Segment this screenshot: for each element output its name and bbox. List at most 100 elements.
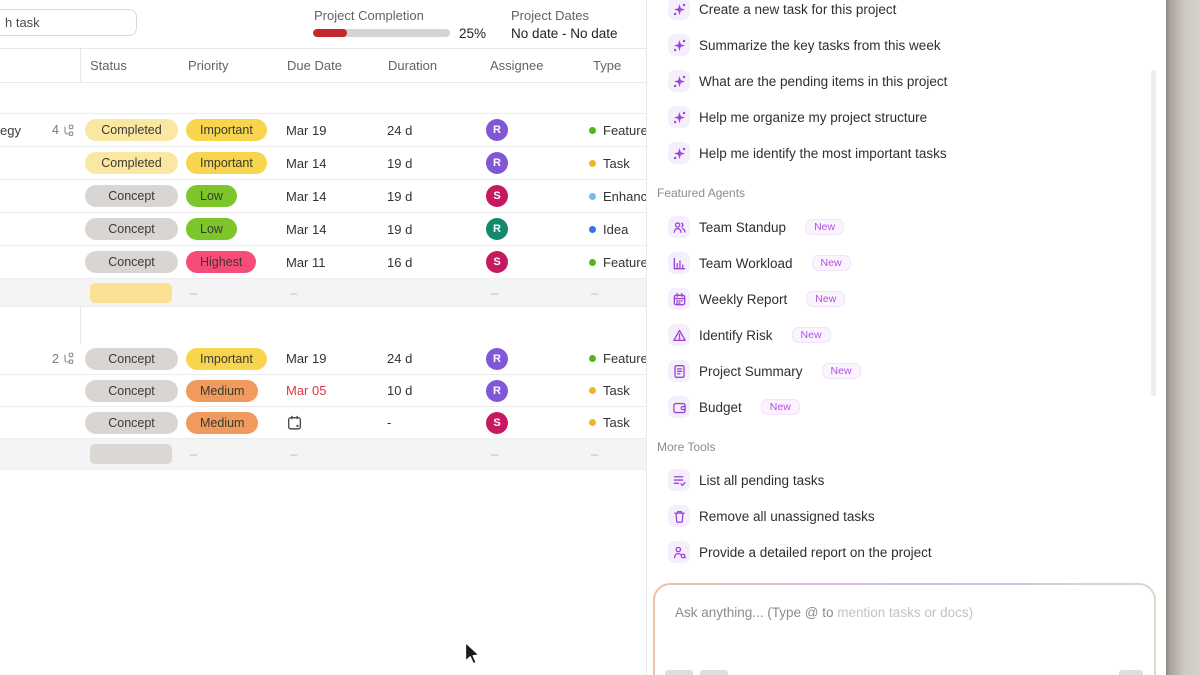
- avatar[interactable]: S: [486, 251, 508, 273]
- type-label[interactable]: Task: [603, 415, 630, 430]
- agent-item[interactable]: Team Workload New: [647, 245, 1166, 281]
- search-input[interactable]: [0, 9, 137, 36]
- new-status-pill[interactable]: [90, 282, 172, 303]
- avatar[interactable]: R: [486, 379, 508, 402]
- duration[interactable]: 19 d: [387, 155, 413, 171]
- composer-action-button[interactable]: [665, 670, 693, 675]
- agent-item[interactable]: Project Summary New: [647, 353, 1166, 389]
- column-header-due-date[interactable]: Due Date: [287, 58, 342, 73]
- add-task-row[interactable]: – – – –: [0, 439, 646, 470]
- column-header-type[interactable]: Type: [593, 58, 622, 73]
- status-pill[interactable]: Completed: [85, 152, 178, 174]
- duration[interactable]: 19 d: [387, 188, 413, 204]
- suggestion-item[interactable]: Help me organize my project structure: [647, 99, 1166, 135]
- new-status-pill[interactable]: [90, 444, 172, 464]
- due-date[interactable]: Mar 14: [286, 188, 327, 204]
- new-badge: New: [821, 362, 861, 380]
- priority-pill[interactable]: Important: [186, 119, 267, 141]
- type-label[interactable]: Feature: [603, 254, 648, 270]
- duration[interactable]: 19 d: [387, 221, 413, 237]
- subtasks-icon: [62, 124, 75, 137]
- suggestion-item[interactable]: Summarize the key tasks from this week: [647, 27, 1166, 63]
- document-icon: [668, 360, 690, 382]
- agent-item[interactable]: Team Standup New: [647, 209, 1166, 245]
- table-row[interactable]: 2 Concept Important Mar 19 24 d R Featur…: [0, 343, 648, 375]
- avatar[interactable]: R: [486, 218, 508, 240]
- priority-pill[interactable]: Medium: [186, 379, 259, 402]
- panel-scrollbar[interactable]: [1151, 70, 1156, 396]
- set-due-date-icon[interactable]: [286, 414, 303, 431]
- column-header-assignee[interactable]: Assignee: [490, 58, 544, 73]
- type-dot: [589, 225, 596, 233]
- table-row[interactable]: Concept Medium - S Task: [0, 407, 646, 439]
- avatar[interactable]: S: [486, 185, 508, 207]
- avatar[interactable]: R: [486, 119, 508, 141]
- due-date[interactable]: Mar 11: [286, 254, 326, 270]
- agent-item[interactable]: Budget New: [647, 389, 1166, 425]
- suggestion-item[interactable]: Create a new task for this project: [647, 0, 1166, 27]
- priority-pill[interactable]: Important: [186, 152, 267, 174]
- task-name-fragment: egy: [0, 122, 21, 138]
- duration[interactable]: 24 d: [387, 122, 413, 138]
- priority-pill[interactable]: Low: [186, 185, 237, 207]
- due-date[interactable]: Mar 14: [286, 155, 327, 171]
- table-row[interactable]: egy 4 Completed Important Mar 19 24 d R …: [0, 114, 648, 147]
- task-table-panel: Project Completion 25% Project Dates No …: [0, 8, 684, 470]
- add-task-row[interactable]: – – – –: [0, 279, 646, 307]
- status-pill[interactable]: Concept: [85, 185, 178, 207]
- empty-cell-dash: –: [290, 446, 298, 462]
- type-label[interactable]: Task: [603, 383, 630, 398]
- due-date[interactable]: Mar 19: [286, 351, 327, 366]
- column-header-status[interactable]: Status: [90, 58, 127, 73]
- tool-item[interactable]: Remove all unassigned tasks: [647, 498, 1166, 534]
- table-row[interactable]: Concept Low Mar 14 19 d R Idea: [0, 213, 646, 246]
- tool-item[interactable]: List all pending tasks: [647, 462, 1166, 498]
- due-date[interactable]: Mar 05: [286, 383, 327, 398]
- due-date[interactable]: Mar 14: [286, 221, 327, 237]
- priority-pill[interactable]: Low: [186, 218, 237, 240]
- status-pill[interactable]: Concept: [85, 379, 178, 402]
- composer-send-button[interactable]: [1119, 670, 1143, 675]
- tool-item[interactable]: Provide a detailed report on the project: [647, 534, 1166, 570]
- status-pill[interactable]: Concept: [85, 411, 178, 434]
- table-row[interactable]: Concept Low Mar 14 19 d S Enhancement: [0, 180, 683, 213]
- type-label[interactable]: Task: [603, 155, 630, 171]
- type-label[interactable]: Feature: [603, 351, 648, 366]
- empty-cell-dash: –: [190, 285, 198, 300]
- priority-pill[interactable]: Medium: [186, 411, 259, 434]
- subtask-count: 2: [52, 351, 59, 366]
- duration[interactable]: 10 d: [387, 383, 413, 398]
- status-pill[interactable]: Concept: [85, 347, 178, 370]
- agent-item[interactable]: Weekly Report New: [647, 281, 1166, 317]
- avatar[interactable]: R: [486, 347, 508, 370]
- column-header-duration[interactable]: Duration: [388, 58, 438, 73]
- priority-pill[interactable]: Highest: [186, 251, 257, 273]
- table-row[interactable]: Completed Important Mar 14 19 d R Task: [0, 147, 646, 180]
- new-badge: New: [811, 254, 851, 272]
- due-date[interactable]: Mar 19: [286, 122, 327, 138]
- suggestion-item[interactable]: What are the pending items in this proje…: [647, 63, 1166, 99]
- duration[interactable]: 16 d: [387, 254, 413, 270]
- avatar[interactable]: S: [486, 411, 508, 434]
- duration[interactable]: 24 d: [387, 351, 413, 366]
- composer-action-button[interactable]: [700, 670, 728, 675]
- column-header-priority[interactable]: Priority: [188, 58, 229, 73]
- type-dot: [589, 355, 596, 362]
- table-row[interactable]: Concept Highest Mar 11 16 d S Feature: [0, 246, 648, 279]
- table-row[interactable]: Concept Medium Mar 05 10 d R Task: [0, 375, 646, 407]
- priority-pill[interactable]: Important: [186, 347, 267, 370]
- type-label[interactable]: Feature: [603, 122, 648, 138]
- wallet-icon: [668, 396, 690, 418]
- type-label[interactable]: Idea: [603, 221, 629, 237]
- duration[interactable]: -: [387, 415, 392, 430]
- type-dot: [589, 387, 596, 394]
- agent-item[interactable]: Identify Risk New: [647, 317, 1166, 353]
- suggestion-item[interactable]: Help me identify the most important task…: [647, 135, 1166, 171]
- composer-input[interactable]: Ask anything... (Type @ to mention tasks…: [655, 585, 1154, 675]
- status-pill[interactable]: Concept: [85, 251, 178, 273]
- status-pill[interactable]: Concept: [85, 218, 178, 240]
- suggestion-label: Help me identify the most important task…: [699, 145, 947, 161]
- empty-cell-dash: –: [591, 285, 599, 300]
- avatar[interactable]: R: [486, 152, 508, 174]
- status-pill[interactable]: Completed: [85, 119, 178, 141]
